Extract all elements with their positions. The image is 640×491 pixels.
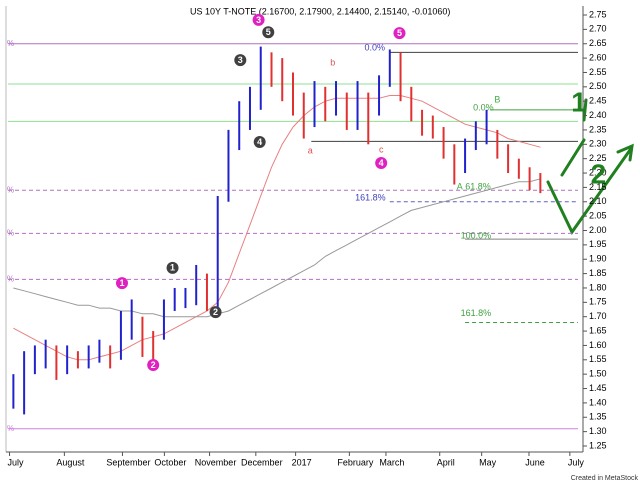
x-tick-label: March [379,457,404,467]
hand-label: 2 [591,158,607,189]
wave-label: 2 [213,307,218,317]
y-tick-label: 1.85 [589,268,607,278]
wave-marker [234,54,247,67]
y-tick-label: 1.90 [589,254,607,264]
annotation: B [494,94,500,104]
y-tick-label: 2.30 [589,139,607,149]
level-label: % [7,185,14,194]
level-label: % [7,274,14,283]
y-tick-label: 1.55 [589,354,607,364]
annotation: 100.0% [461,231,492,241]
y-tick-label: 2.45 [589,96,607,106]
moving-average [13,178,541,318]
annotation: b [330,57,335,67]
y-tick-label: 1.75 [589,297,607,307]
x-tick-label: April [437,457,455,467]
annotation: A [457,181,463,191]
y-tick-label: 2.20 [589,167,607,177]
x-tick-label: May [479,457,497,467]
x-tick-label: 2017 [292,457,312,467]
plot: 1.25 1.30 1.35 1.40 1.45 1.50 1.55 1.60 1.65 1.70… [7,9,607,467]
wave-label: 3 [238,55,243,65]
wave-marker [375,156,388,169]
y-tick-label: 2.65 [589,38,607,48]
x-tick-label: October [154,457,186,467]
x-tick-label: August [56,457,85,467]
y-tick-label: 1.35 [589,412,607,422]
y-tick-label: 2.40 [589,110,607,120]
wave-marker [147,358,160,371]
wave-label: 4 [379,158,384,168]
x-tick-label: June [525,457,545,467]
y-tick-label: 2.10 [589,196,607,206]
x-tick-label: November [195,457,237,467]
y-tick-label: 1.40 [589,397,607,407]
level-label: % [7,228,14,237]
y-tick-label: 1.50 [589,369,607,379]
wave-label: 4 [257,137,262,147]
y-tick-label: 2.00 [589,225,607,235]
y-tick-label: 1.60 [589,340,607,350]
wave-label: 1 [119,278,124,288]
wave-label: 2 [151,360,156,370]
x-tick-label: July [568,457,585,467]
wave-marker [252,13,265,26]
y-tick-label: 1.30 [589,426,607,436]
y-tick-label: 2.15 [589,182,607,192]
y-tick-label: 2.25 [589,153,607,163]
level-label: % [7,39,14,48]
y-tick-label: 2.50 [589,81,607,91]
chart-title: US 10Y T-NOTE (2.16700, 2.17900, 2.14400… [190,6,450,16]
x-tick-label: December [241,457,283,467]
hand-label: 1 [571,86,587,117]
y-tick-label: 2.55 [589,67,607,77]
wave-marker [116,277,128,290]
footer: Created in MetaStock [571,475,639,482]
x-tick-label: February [337,457,374,467]
annotation: a [308,145,313,155]
y-tick-label: 2.70 [589,24,607,34]
y-tick-label: 2.60 [589,52,607,62]
moving-average [13,95,541,361]
wave-marker [253,136,266,149]
y-tick-label: 1.80 [589,282,607,292]
hand-drawn-marks [546,98,634,235]
wave-marker [393,27,406,40]
x-tick-label: September [106,457,150,467]
y-tick-label: 2.05 [589,211,607,221]
wave-label: 5 [397,28,402,38]
y-tick-label: 1.95 [589,239,607,249]
annotation: 161.8% [355,192,386,202]
y-tick-label: 1.25 [589,440,607,450]
y-tick-label: 2.75 [589,9,607,19]
y-tick-label: 1.45 [589,383,607,393]
y-tick-label: 1.70 [589,311,607,321]
annotation: 161.8% [461,308,492,318]
wave-marker [166,261,179,274]
level-label: % [7,424,14,433]
annotation: 0.0% [473,102,494,112]
x-tick-label: July [8,457,25,467]
y-tick-label: 2.35 [589,124,607,134]
annotation: 0.0% [364,42,385,52]
wave-marker [209,306,222,319]
y-tick-label: 1.65 [589,325,607,335]
annotation: c [379,144,384,154]
wave-label: 1 [170,263,175,273]
wave-label: 3 [256,15,261,25]
annotation: 61.8% [465,181,491,191]
wave-marker [262,26,275,39]
wave-label: 5 [266,27,271,37]
